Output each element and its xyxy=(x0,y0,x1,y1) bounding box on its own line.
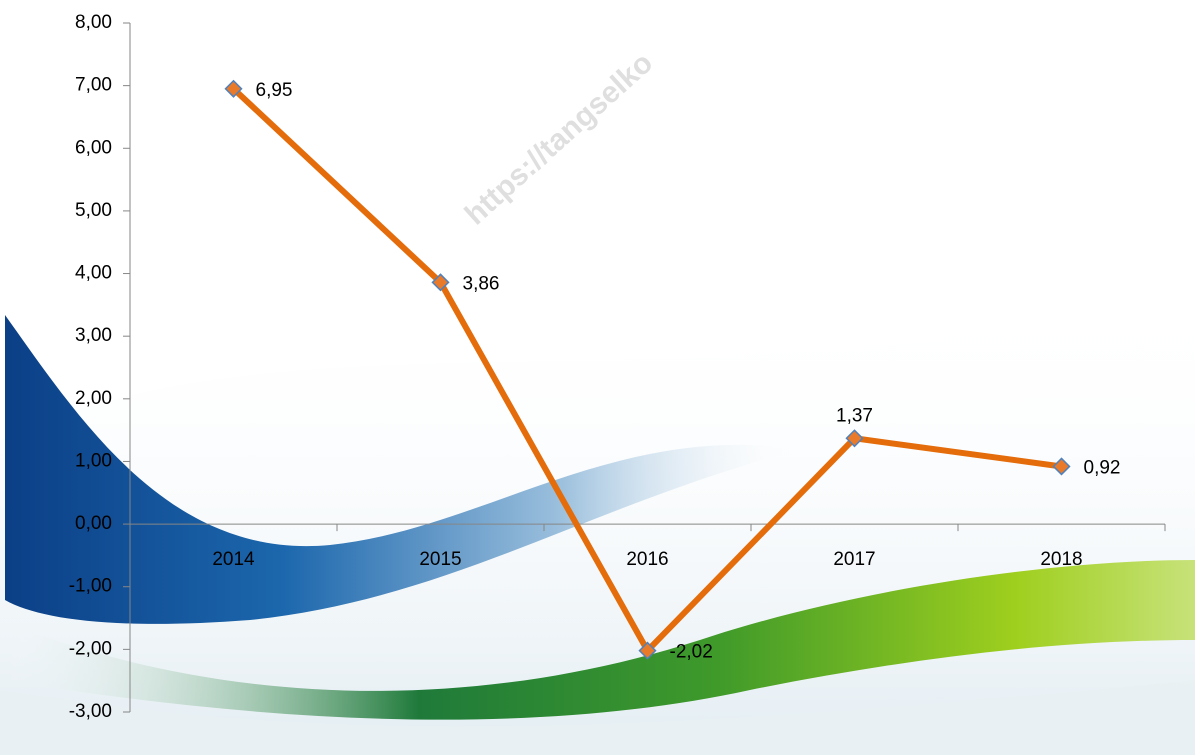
y-tick-label: 7,00 xyxy=(75,75,112,96)
data-label: 0,92 xyxy=(1084,457,1121,478)
chart: https://tangselko -3,00 -2,00 -1,00 0,00 1,0… xyxy=(0,0,1195,755)
data-label: -2,02 xyxy=(670,642,713,663)
y-tick-label: 4,00 xyxy=(75,263,112,284)
y-tick-label: -1,00 xyxy=(69,576,112,597)
y-tick-label: 2,00 xyxy=(75,388,112,409)
x-tick-label: 2015 xyxy=(419,549,461,570)
y-tick-label: 8,00 xyxy=(75,12,112,33)
y-tick-label: 6,00 xyxy=(75,137,112,158)
y-tick-label: 0,00 xyxy=(75,513,112,534)
y-tick-label: 5,00 xyxy=(75,200,112,221)
y-tick-label: -2,00 xyxy=(69,638,112,659)
page: {"chart_data": {"type": "line", "waterma… xyxy=(0,0,1195,755)
data-label: 6,95 xyxy=(256,80,293,101)
background-decoration xyxy=(0,290,1195,755)
watermark: https://tangselko xyxy=(459,46,659,231)
x-tick-label: 2016 xyxy=(626,549,668,570)
y-tick-label: 1,00 xyxy=(75,450,112,471)
x-tick-label: 2018 xyxy=(1040,549,1082,570)
y-tick-label: 3,00 xyxy=(75,325,112,346)
data-label: 1,37 xyxy=(836,405,873,426)
x-tick-label: 2017 xyxy=(833,549,875,570)
x-tick-label: 2014 xyxy=(212,549,255,570)
y-tick-label: -3,00 xyxy=(69,701,112,722)
data-label: 3,86 xyxy=(463,273,500,294)
